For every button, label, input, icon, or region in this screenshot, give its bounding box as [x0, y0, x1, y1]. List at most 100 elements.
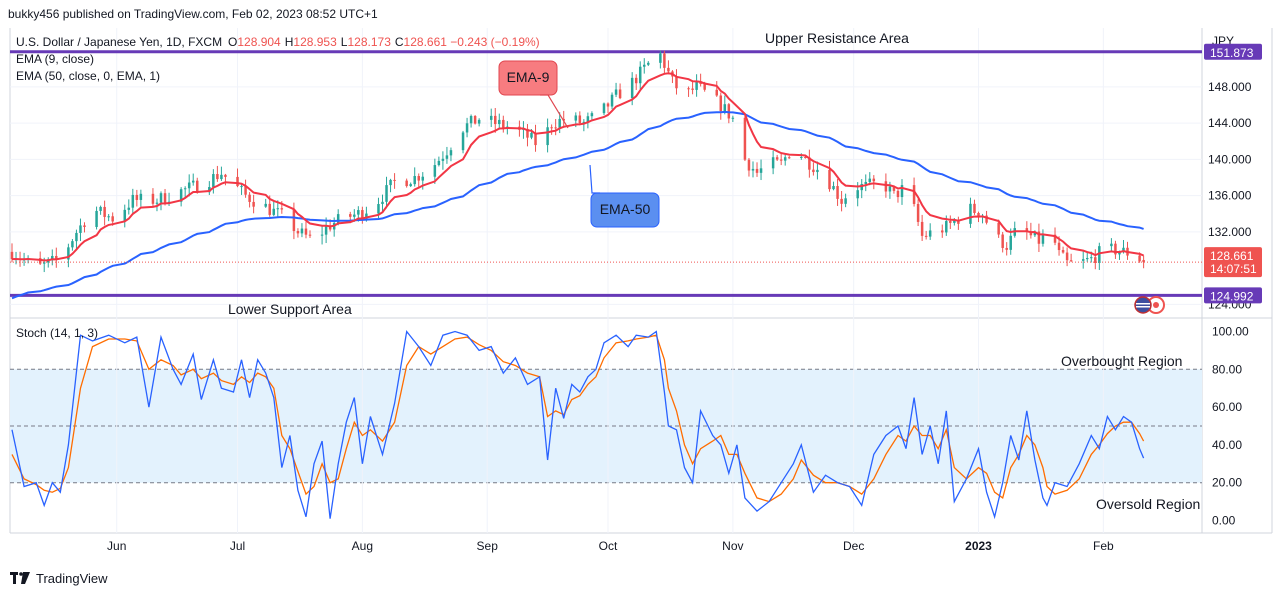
candle-body [51, 255, 54, 260]
candle-body [888, 186, 892, 192]
support-flag-bg [1204, 287, 1262, 304]
stoch-tick-label: 20.00 [1212, 476, 1242, 490]
candle-body [494, 115, 497, 125]
resistance-flag-text: 151.873 [1210, 46, 1254, 60]
candle-body [1041, 234, 1045, 244]
candle-body [1001, 234, 1004, 248]
candle-body [953, 220, 956, 223]
price-tick-label: 140.000 [1208, 152, 1252, 166]
candle-body [582, 121, 586, 123]
candle-body [973, 203, 976, 213]
candle-body [1098, 246, 1101, 263]
candle-body [731, 117, 735, 119]
chart-title: U.S. Dollar / Japanese Yen, 1D, FXCM [16, 35, 222, 49]
ema50-callout: EMA-50 [589, 164, 660, 228]
candle-body [445, 155, 449, 159]
candle-body [252, 201, 255, 207]
candle-body [151, 193, 155, 204]
price-tick-label: 148.000 [1208, 80, 1252, 94]
candle-body [977, 212, 980, 218]
candle-body [405, 180, 408, 187]
candle-body [268, 203, 271, 215]
candle-body [437, 160, 441, 166]
candle-body [183, 188, 187, 190]
candle-body [546, 127, 549, 146]
candle-body [187, 182, 191, 189]
candle-body [55, 255, 58, 260]
candle-body [1053, 234, 1057, 243]
candle-body [602, 103, 606, 114]
time-tick-label: Jul [230, 539, 245, 553]
candle-body [896, 190, 900, 198]
candle-body [381, 201, 384, 205]
candle-body [783, 157, 787, 161]
candle-body [1090, 257, 1093, 259]
candle-body [296, 231, 300, 234]
candle-body [751, 168, 755, 171]
candle-body [433, 165, 437, 177]
candle-body [534, 132, 537, 146]
candle-body [280, 208, 284, 210]
candle-body [864, 181, 867, 185]
tradingview-logo-icon [10, 572, 30, 584]
candle-body [1061, 250, 1065, 253]
candle-body [1037, 231, 1041, 244]
candle-body [1142, 259, 1145, 263]
ohlc-part: 128.904 [237, 35, 281, 49]
candle-body [320, 234, 324, 236]
candle-body [804, 156, 807, 158]
candle-body [884, 181, 888, 192]
candle-body [836, 186, 839, 199]
candle-body [643, 64, 646, 67]
candle-body [212, 174, 215, 188]
candle-body [892, 186, 896, 191]
oversold-label: Oversold Region [1096, 496, 1200, 512]
support-flag-text: 124.992 [1210, 289, 1254, 303]
candle-body [1118, 251, 1121, 255]
time-tick-label: Dec [843, 539, 864, 553]
candle-body [957, 220, 960, 224]
candle-body [155, 202, 159, 204]
ohlc-part: 128.953 [293, 35, 337, 49]
candle-body [840, 198, 843, 204]
candle-body [469, 115, 473, 124]
candle-body [336, 214, 340, 223]
us-jp-flag-icon [1134, 296, 1165, 314]
candle-body [10, 251, 14, 260]
candle-body [816, 169, 819, 173]
candle-body [985, 215, 988, 223]
candle-body [224, 174, 227, 177]
ohlc-part: O [228, 35, 237, 49]
time-tick-label: Nov [722, 539, 743, 553]
candle-body [349, 214, 352, 217]
candle-body [755, 168, 759, 173]
publisher-line: bukky456 published on TradingView.com, F… [8, 7, 378, 21]
ohlc-part: C [395, 35, 404, 49]
candle-body [107, 216, 110, 218]
candle-body [1069, 260, 1073, 262]
candle-body [240, 186, 243, 188]
candle-body [558, 118, 561, 128]
candle-body [800, 156, 803, 158]
candle-body [195, 180, 199, 193]
stoch-tick-label: 100.00 [1212, 324, 1249, 338]
overbought-label: Overbought Region [1061, 353, 1182, 369]
candle-body [924, 235, 928, 237]
candle-body [1138, 255, 1141, 262]
candle-body [264, 203, 267, 207]
candle-body [638, 66, 642, 84]
candle-body [42, 262, 46, 264]
candle-body [949, 221, 952, 223]
candle-body [663, 53, 666, 68]
candle-body [461, 132, 465, 151]
candle-body [71, 241, 74, 248]
candle-body [941, 230, 944, 233]
ema9-callout-pointer [540, 94, 569, 129]
candle-body [135, 194, 139, 200]
candle-body [127, 207, 131, 210]
candle-body [304, 228, 308, 235]
last-price-flag-bg [1204, 247, 1262, 278]
ema9-callout: EMA-9 [498, 60, 569, 129]
candle-body [389, 179, 392, 186]
candle-body [1005, 247, 1008, 250]
